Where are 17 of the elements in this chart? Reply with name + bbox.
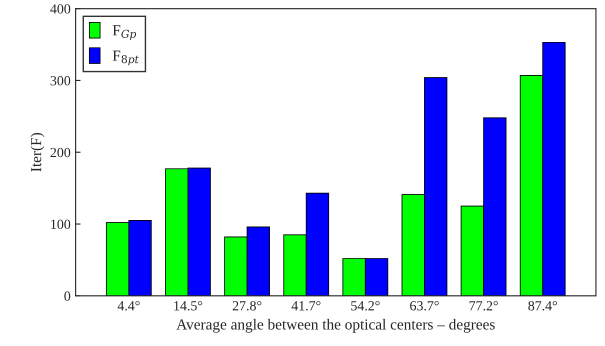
y-axis-title: Iter(F) [30,132,44,172]
x-tick-label: 54.2° [351,301,380,311]
x-tick-label: 27.8° [232,301,262,311]
x-tick-label: 41.7° [292,301,320,311]
x-tick-label: 14.5° [174,301,202,311]
y-tick-label: 400 [50,4,70,14]
y-tick-label: 100 [51,220,70,229]
x-tick-label: 4.4° [118,301,140,311]
y-tick-label: 0 [64,291,70,301]
x-tick-label: 77.2° [470,301,498,311]
y-tick-label: 200 [50,148,70,158]
x-tick-label: 87.4° [528,301,557,311]
x-axis-title: Average angle between the optical centers – degrees [176,318,495,333]
legend-label: F$_{Gp}$ [112,25,136,40]
y-tick-label: 300 [50,76,70,86]
x-tick-label: 63.7° [410,301,439,311]
legend-label: F$_{8pt}$ [112,50,139,66]
